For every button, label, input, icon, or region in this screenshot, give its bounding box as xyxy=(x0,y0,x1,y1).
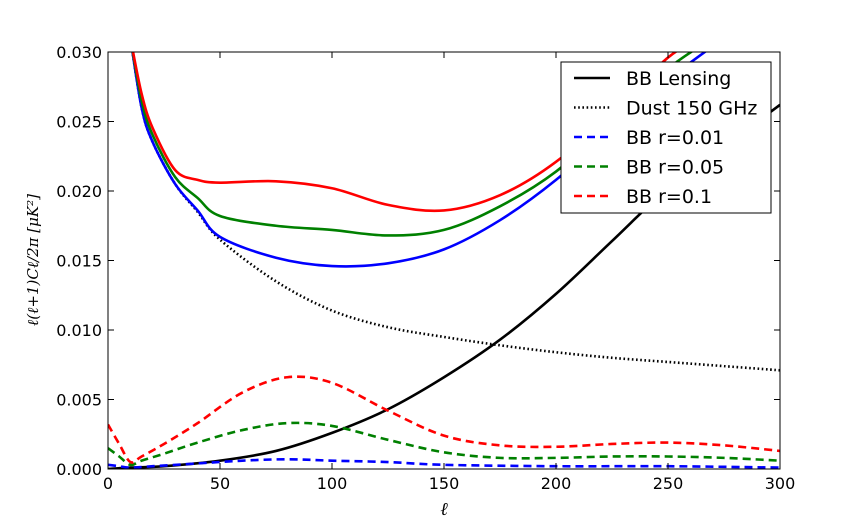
legend-box xyxy=(560,61,772,214)
y-tick-label: 0.005 xyxy=(56,391,102,410)
legend-label: Dust 150 GHz xyxy=(626,98,757,120)
legend-label: BB r=0.1 xyxy=(626,186,712,208)
legend-label: BB r=0.01 xyxy=(626,127,724,149)
y-tick-label: 0.020 xyxy=(56,182,102,201)
x-tick-label: 300 xyxy=(765,474,796,493)
legend-items: BB Lensing Dust 150 GHz BB r=0.01 BB r=0.05… xyxy=(574,68,757,208)
y-tick-label: 0.010 xyxy=(56,321,102,340)
y-tick-label: 0.030 xyxy=(56,43,102,62)
series-layer xyxy=(108,52,780,469)
series-line-bb-r-0-01 xyxy=(108,457,780,469)
series-line-bb-r-0-05 xyxy=(108,421,780,467)
y-axis-label: ℓ(ℓ+1)Cℓ/2π [μK²] xyxy=(24,194,42,326)
x-axis-label: ℓ xyxy=(440,499,448,520)
x-tick-label: 150 xyxy=(429,474,460,493)
y-tick-label: 0.015 xyxy=(56,252,102,271)
x-tick-label: 0 xyxy=(103,474,113,493)
x-tick-label: 200 xyxy=(541,474,572,493)
legend-label: BB r=0.05 xyxy=(626,157,724,179)
y-tick-label: 0.025 xyxy=(56,113,102,132)
legend-label: BB Lensing xyxy=(626,68,731,90)
x-tick-label: 50 xyxy=(210,474,230,493)
legend: BB Lensing Dust 150 GHz BB r=0.01 BB r=0.05… xyxy=(560,61,772,214)
series-line-bb-r-0-1 xyxy=(108,375,780,464)
y-tick-label: 0.000 xyxy=(56,460,102,479)
x-tick-label: 250 xyxy=(653,474,684,493)
x-tick-label: 100 xyxy=(317,474,348,493)
ticks-layer: 0 50 100 150 200 250 300 0.000 0.005 0.010 0.015 0.… xyxy=(56,43,795,493)
